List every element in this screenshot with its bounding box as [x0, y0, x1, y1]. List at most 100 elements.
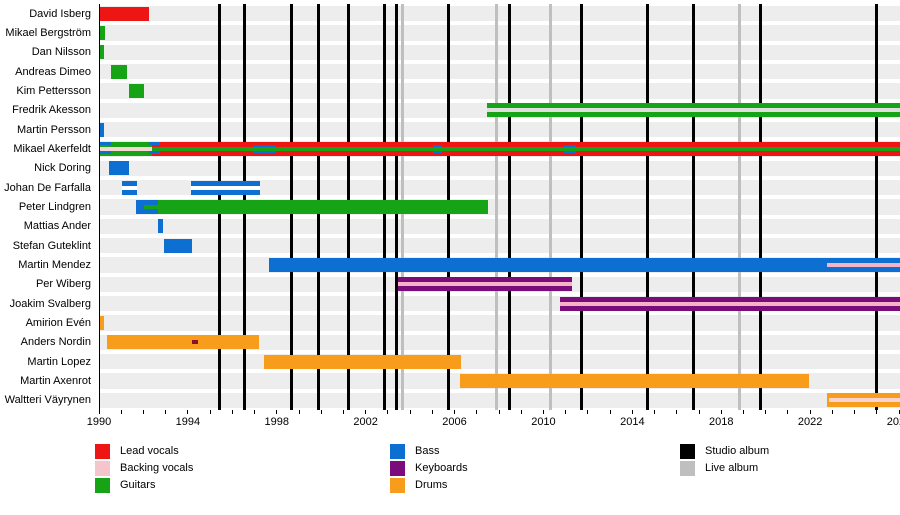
- axis-tick: [431, 410, 433, 414]
- timeline-bar: [157, 219, 164, 234]
- member-label: Nick Doring: [34, 162, 91, 175]
- row-band: [100, 6, 900, 22]
- timeline-bar: [486, 108, 900, 113]
- timeline-bar: [122, 185, 137, 190]
- legend-swatch: [680, 444, 695, 459]
- legend-item: Guitars: [95, 478, 295, 493]
- member-label: Fredrik Akesson: [12, 104, 91, 117]
- axis-tick: [231, 410, 233, 414]
- timeline-bar: [826, 263, 900, 267]
- axis-year-label: 2002: [353, 416, 378, 428]
- axis-tick: [142, 410, 144, 414]
- member-label: Mattias Ander: [23, 220, 91, 233]
- legend-swatch: [680, 461, 695, 476]
- live-album-line: [494, 4, 498, 410]
- row-band: [100, 315, 900, 331]
- timeline-bar: [268, 258, 900, 272]
- timeline-bar: [560, 301, 900, 306]
- timeline-bar: [128, 84, 145, 98]
- member-label: Johan De Farfalla: [4, 181, 91, 194]
- member-labels-column: David Isberg Mikael Bergström Dan Nilsson A…: [0, 0, 95, 412]
- timeline-bar: [100, 45, 104, 60]
- member-label: Peter Lindgren: [18, 201, 91, 213]
- timeline-bar: [100, 151, 112, 154]
- member-label: Mikael Bergström: [5, 27, 91, 39]
- axis-tick: [765, 410, 767, 414]
- timeline-bar: [100, 147, 153, 151]
- studio-album-line: [759, 4, 762, 410]
- timeline-bar: [564, 145, 576, 147]
- axis-tick: [342, 410, 344, 414]
- legend-label: Studio album: [705, 445, 770, 457]
- axis-tick: [187, 410, 189, 414]
- timeline-bar: [433, 145, 443, 147]
- axis-tick: [454, 410, 456, 414]
- legend-label: Guitars: [120, 479, 156, 491]
- legend-swatch: [95, 444, 110, 459]
- legend-item: Live album: [680, 461, 880, 476]
- axis-tick: [809, 410, 811, 414]
- axis-tick: [165, 410, 167, 414]
- member-label: Waltteri Väyrynen: [4, 394, 91, 407]
- timeline-bar: [564, 151, 576, 153]
- axis-tick: [498, 410, 500, 414]
- axis-year-label: 1994: [175, 416, 201, 428]
- studio-album-line: [692, 4, 696, 410]
- member-label: Martin Mendez: [18, 259, 91, 271]
- legend-swatch: [390, 478, 405, 493]
- row-band: [100, 25, 900, 41]
- timeline-bar: [264, 354, 462, 369]
- row-band: [100, 218, 900, 234]
- member-label: Kim Pettersson: [16, 85, 91, 97]
- axis-tick: [631, 410, 633, 414]
- row-band: [100, 238, 900, 254]
- axis-tick: [720, 410, 722, 414]
- axis-tick: [854, 410, 856, 414]
- axis-tick: [120, 410, 122, 414]
- timeline-bar: [111, 64, 127, 79]
- legend-label: Bass: [415, 445, 440, 457]
- row-band: [100, 64, 900, 80]
- axis-tick: [476, 410, 478, 414]
- timeline-bar: [191, 185, 260, 190]
- axis-year-label: 2022: [797, 416, 823, 428]
- legend-label: Backing vocals: [120, 462, 194, 474]
- row-band: [100, 180, 900, 196]
- member-label: Anders Nordin: [20, 336, 91, 349]
- legend-item: Lead vocals: [95, 444, 295, 459]
- legend-item: Studio album: [680, 444, 880, 459]
- legend-swatch: [95, 478, 110, 493]
- studio-album-line: [645, 4, 649, 410]
- timeline-plot-area: [99, 4, 900, 410]
- axis-year-label: 2014: [620, 416, 645, 428]
- timeline-bar: [100, 316, 105, 330]
- timeline-bar: [144, 205, 158, 209]
- axis-tick: [742, 410, 744, 414]
- axis-year-label: 2026: [886, 416, 900, 428]
- axis-tick: [365, 410, 367, 414]
- axis-tick: [787, 410, 789, 414]
- member-label: Martin Lopez: [27, 355, 91, 368]
- legend-label: Drums: [415, 479, 448, 491]
- legend-item: Bass: [390, 444, 590, 459]
- live-album-line: [549, 4, 552, 410]
- member-label: Amirion Evén: [25, 317, 91, 329]
- timeline-bar: [100, 142, 112, 145]
- member-label: Andreas Dimeo: [15, 65, 91, 78]
- row-band: [100, 392, 900, 408]
- legend-swatch: [95, 461, 110, 476]
- legend-swatch: [390, 444, 405, 459]
- legend-label: Lead vocals: [120, 445, 179, 457]
- timeline-bar: [157, 200, 488, 214]
- member-label: Martin Axenrot: [20, 375, 91, 387]
- member-label: Dan Nilsson: [31, 46, 91, 59]
- timeline-bar: [100, 6, 149, 21]
- axis-tick: [298, 410, 300, 414]
- studio-album-line: [580, 4, 584, 410]
- legend-item: Drums: [390, 478, 590, 493]
- member-label: Martin Persson: [17, 123, 91, 136]
- row-band: [100, 44, 900, 60]
- timeline-bar: [192, 340, 198, 345]
- axis-tick: [698, 410, 700, 414]
